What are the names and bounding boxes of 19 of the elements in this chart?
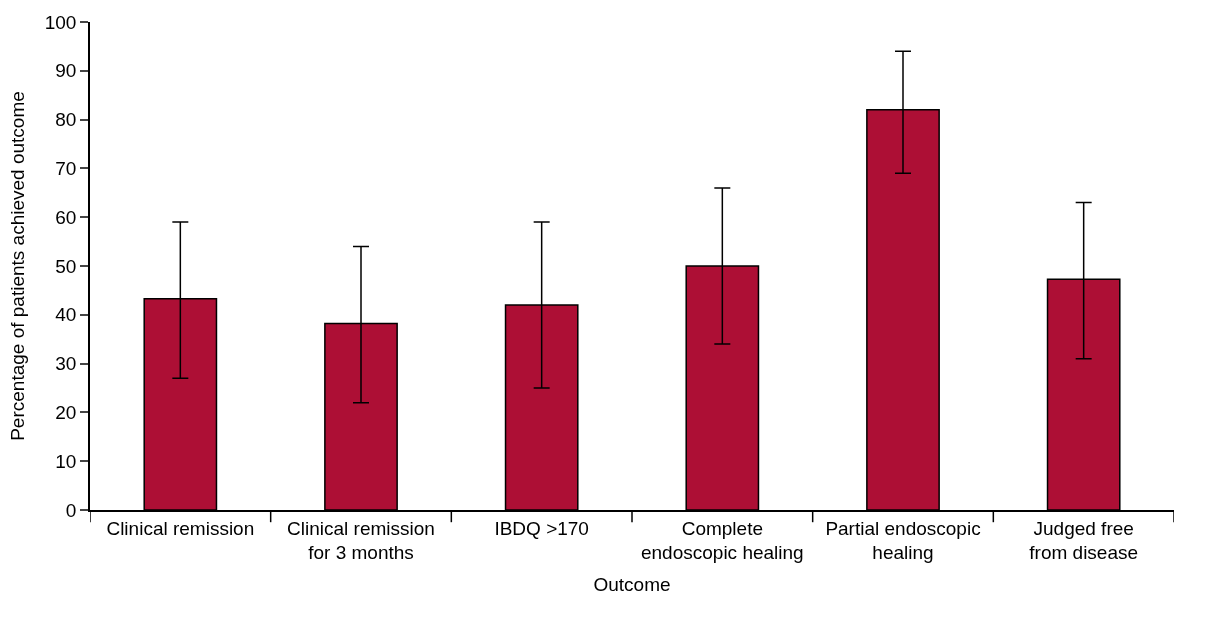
- y-tick-label: 0: [65, 499, 77, 521]
- y-tick-label: 30: [55, 353, 77, 375]
- x-tick-label: Clinical remission for 3 months: [287, 517, 435, 564]
- y-tick-label: 50: [55, 255, 77, 277]
- y-tick-label: 40: [55, 304, 77, 326]
- x-tick-label: IBDQ >170: [494, 517, 589, 539]
- y-tick-label: 70: [55, 158, 77, 180]
- y-tick-label: 90: [55, 60, 77, 82]
- x-tick-label: Judged free from disease: [1029, 517, 1139, 564]
- x-axis-title: Outcome: [593, 573, 671, 595]
- y-tick-label: 60: [55, 206, 77, 228]
- y-tick-label: 20: [55, 402, 77, 424]
- x-tick-label: Partial endoscopic healing: [825, 517, 981, 564]
- y-tick-label: 10: [55, 450, 77, 472]
- y-axis-title: Percentage of patients achieved outcome: [7, 91, 29, 441]
- y-tick-label: 80: [55, 109, 77, 131]
- x-tick-label: Complete endoscopic healing: [640, 517, 804, 564]
- x-tick-label: Clinical remission: [106, 517, 255, 539]
- y-tick-label: 100: [44, 11, 77, 33]
